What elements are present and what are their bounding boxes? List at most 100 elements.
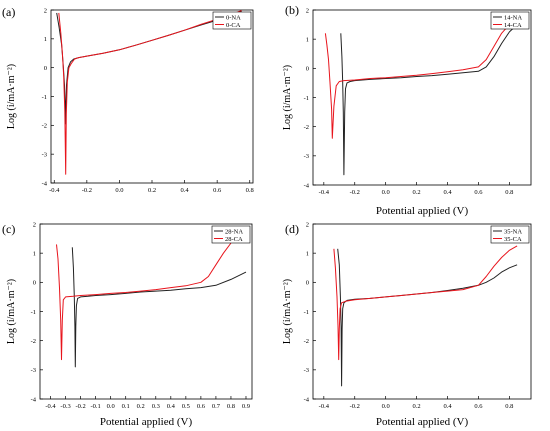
x-tick-label: 0.8 xyxy=(505,189,513,196)
x-tick-label: 0.7 xyxy=(212,403,221,410)
legend-label: 28-NA xyxy=(225,228,243,235)
x-tick-label: 0.6 xyxy=(197,403,206,410)
series-line-0 xyxy=(337,248,518,387)
panel-label: (c) xyxy=(2,222,15,236)
y-tick-label: 2 xyxy=(44,7,47,14)
series-line-0 xyxy=(71,247,247,368)
y-tick-label: -2 xyxy=(42,123,47,130)
x-tick-label: 0.4 xyxy=(167,403,176,410)
x-tick-label: -0.3 xyxy=(60,403,70,410)
x-tick-label: 0.8 xyxy=(246,187,254,194)
x-tick-label: 0.2 xyxy=(413,189,421,196)
legend-label: 35-CA xyxy=(504,236,522,243)
x-tick-label: 0.1 xyxy=(122,403,130,410)
x-tick-label: 0.9 xyxy=(242,403,250,410)
x-axis-label: Potential applied (V) xyxy=(100,416,193,428)
chart-panel-2: (c) -0.4 -0.3 -0.2 -0.1 0.0 0.1 0.2 0.3 0.4 0.5 0.6… xyxy=(2,221,253,428)
y-tick-label: -2 xyxy=(304,124,309,131)
legend-label: 14-NA xyxy=(504,14,522,21)
legend-label: 28-CA xyxy=(225,236,243,243)
y-tick-label: 0 xyxy=(306,66,309,73)
x-tick-label: 0.5 xyxy=(182,403,190,410)
x-tick-label: 0.2 xyxy=(148,187,156,194)
y-tick-label: -1 xyxy=(31,309,36,316)
legend-label: 35-NA xyxy=(504,228,522,235)
chart-panel-1: (b) -0.4 -0.2 0.0 0.2 0.4 0.6 0.8 -4 -3 -2 -1 0 1 2 Log… xyxy=(282,3,532,217)
x-tick-label: 0.3 xyxy=(152,403,160,410)
y-tick-label: 2 xyxy=(306,221,309,228)
x-tick-label: -0.2 xyxy=(350,403,360,410)
y-tick-label: 1 xyxy=(44,36,47,43)
legend: 0-NA0-CA xyxy=(212,11,252,30)
y-axis-label: Log (i/mA·m⁻²) xyxy=(282,65,293,130)
y-axis-label: Log (i/mA·m⁻²) xyxy=(6,279,17,344)
chart-panel-0: (a) -0.4 -0.2 0.0 0.2 0.4 0.6 0.8 -4 -3 -2 -1 0 1 2 Log… xyxy=(2,5,254,194)
x-tick-label: 0.4 xyxy=(443,403,452,410)
y-tick-label: -1 xyxy=(304,95,309,102)
series-line-1 xyxy=(333,245,518,361)
x-tick-label: 0.0 xyxy=(115,187,123,194)
y-tick-label: 2 xyxy=(306,7,309,14)
y-tick-label: -1 xyxy=(42,94,47,101)
plot-frame xyxy=(50,9,254,184)
x-tick-label: -0.2 xyxy=(82,187,92,194)
plot-frame xyxy=(312,223,532,400)
x-tick-label: 0.8 xyxy=(505,403,513,410)
x-tick-label: 0.2 xyxy=(413,403,421,410)
x-tick-label: 0.0 xyxy=(107,403,115,410)
y-tick-label: -4 xyxy=(304,182,310,189)
y-tick-label: -2 xyxy=(304,338,309,345)
series-line-1 xyxy=(56,242,232,361)
x-tick-label: -0.4 xyxy=(319,403,330,410)
x-tick-label: -0.4 xyxy=(319,189,330,196)
y-tick-label: -4 xyxy=(304,396,310,403)
y-tick-label: 1 xyxy=(306,250,309,257)
x-axis-label: Potential applied (V) xyxy=(376,416,469,428)
chart-panel-3: (d) -0.4 -0.2 0.0 0.2 0.4 0.6 0.8 -4 -3 -2 -1 0 1 2 Log… xyxy=(282,221,532,428)
x-tick-label: -0.4 xyxy=(49,187,60,194)
x-tick-label: 0.4 xyxy=(181,187,190,194)
y-tick-label: 1 xyxy=(306,36,309,43)
y-axis-label: Log (i/mA·m⁻²) xyxy=(6,64,17,129)
x-tick-label: 0.6 xyxy=(474,189,483,196)
x-tick-label: 0.4 xyxy=(443,189,452,196)
x-tick-label: 0.6 xyxy=(474,403,483,410)
x-tick-label: -0.1 xyxy=(90,403,100,410)
y-tick-label: -2 xyxy=(31,338,36,345)
y-axis-label: Log (i/mA·m⁻²) xyxy=(282,279,293,344)
series-line-1 xyxy=(324,16,519,139)
y-tick-label: -4 xyxy=(42,180,48,187)
y-tick-label: 2 xyxy=(33,221,36,228)
series-line-1 xyxy=(58,10,242,175)
x-tick-label: -0.4 xyxy=(45,403,56,410)
y-tick-label: 0 xyxy=(33,280,36,287)
legend-label: 0-CA xyxy=(226,22,241,29)
plot-frame xyxy=(39,223,253,400)
x-tick-label: 0.2 xyxy=(137,403,145,410)
y-tick-label: -3 xyxy=(42,151,47,158)
legend-label: 0-NA xyxy=(226,14,241,21)
y-tick-label: 0 xyxy=(306,280,309,287)
y-tick-label: -4 xyxy=(31,396,37,403)
panel-label: (b) xyxy=(285,3,299,17)
y-tick-label: -1 xyxy=(304,309,309,316)
x-tick-label: 0.8 xyxy=(227,403,235,410)
series-line-0 xyxy=(340,18,526,176)
y-tick-label: -3 xyxy=(304,153,309,160)
x-axis-label: Potential applied (V) xyxy=(376,205,469,217)
legend-label: 14-CA xyxy=(504,22,522,29)
y-tick-label: 0 xyxy=(44,65,47,72)
x-tick-label: 0.0 xyxy=(382,403,390,410)
panel-label: (d) xyxy=(285,222,299,236)
y-tick-label: -3 xyxy=(31,367,36,374)
x-tick-label: -0.2 xyxy=(350,189,360,196)
x-tick-label: 0.0 xyxy=(382,189,390,196)
x-tick-label: -0.2 xyxy=(75,403,85,410)
y-tick-label: 1 xyxy=(33,250,36,257)
panel-label: (a) xyxy=(2,5,15,19)
y-tick-label: -3 xyxy=(304,367,309,374)
